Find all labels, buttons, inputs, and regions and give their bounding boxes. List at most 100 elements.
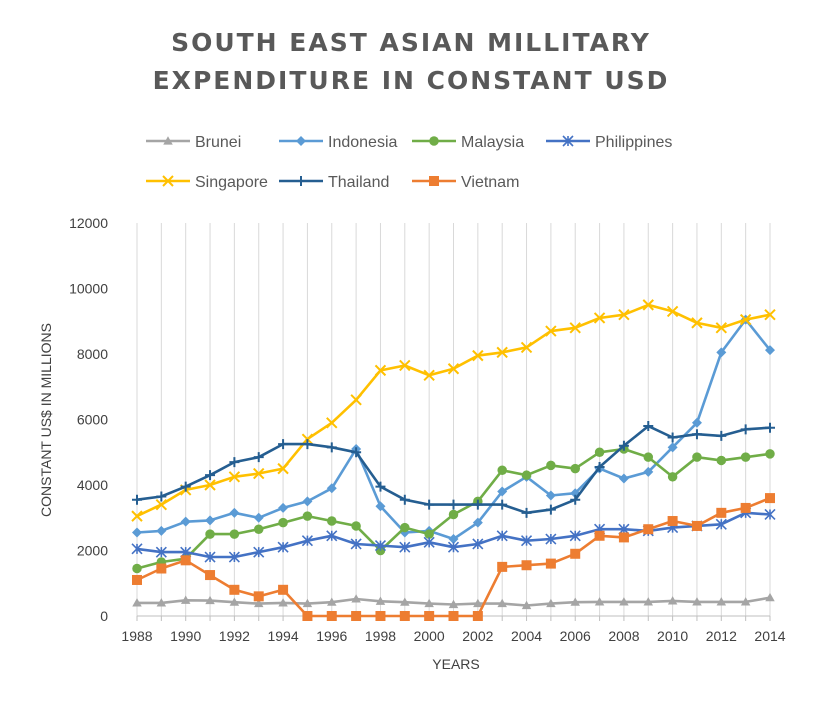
legend-marker-vietnam — [429, 176, 439, 186]
brunei-point-2010 — [667, 596, 678, 605]
vietnam-point-1998 — [375, 611, 386, 621]
singapore-point-2004 — [520, 341, 533, 354]
malaysia-point-1994 — [278, 517, 288, 528]
indonesia-point-2001 — [448, 534, 459, 545]
malaysia-point-2001 — [448, 509, 459, 520]
singapore-point-2001 — [447, 363, 460, 375]
x-tick-label: 1994 — [267, 628, 298, 644]
indonesia-point-2009 — [643, 466, 654, 477]
brunei-point-2008 — [619, 597, 629, 606]
legend-label-indonesia: Indonesia — [328, 134, 397, 151]
legend-marker-indonesia — [296, 136, 306, 146]
brunei-point-2014 — [765, 592, 775, 602]
y-tick-label: 4000 — [77, 477, 108, 493]
brunei-point-1988 — [132, 598, 142, 607]
indonesia-point-1988 — [132, 527, 142, 538]
vietnam-point-1999 — [399, 611, 410, 621]
vietnam-point-1989 — [156, 563, 167, 574]
thailand-point-2003 — [497, 499, 508, 510]
malaysia-point-2011 — [692, 452, 702, 462]
x-tick-label: 2002 — [462, 628, 493, 644]
thailand-point-1993 — [253, 452, 264, 463]
malaysia-point-2005 — [546, 460, 556, 471]
malaysia-point-1996 — [327, 516, 337, 526]
vietnam-point-2011 — [691, 520, 702, 531]
malaysia-point-1993 — [253, 524, 264, 534]
indonesia-point-1990 — [180, 516, 191, 527]
vietnam-point-2000 — [424, 611, 435, 621]
vietnam-point-2006 — [570, 548, 581, 559]
thailand-point-2009 — [643, 421, 654, 432]
indonesia-point-2003 — [497, 486, 508, 497]
brunei-point-1991 — [205, 595, 215, 605]
thailand-point-1999 — [399, 494, 410, 505]
singapore-point-2011 — [691, 317, 703, 329]
vietnam-point-2001 — [448, 611, 459, 621]
y-tick-label: 10000 — [69, 281, 108, 297]
indonesia-point-2014 — [765, 345, 775, 356]
vietnam-point-1995 — [302, 611, 313, 621]
malaysia-point-1992 — [229, 529, 240, 539]
axes: 0 2000 4000 6000 8000 10000 12000 1988 1990 1992 1… — [69, 215, 786, 644]
philippines-point-2006 — [569, 530, 581, 542]
brunei-point-1996 — [327, 597, 337, 606]
legend-item-philippines: Philippines — [546, 134, 672, 151]
legend-label-thailand: Thailand — [328, 174, 389, 191]
singapore-point-1999 — [399, 359, 411, 372]
indonesia-point-1992 — [229, 507, 240, 518]
chart-title-line-1: SOUTH EAST ASIAN MILLITARY — [171, 28, 651, 57]
thailand-point-2014 — [765, 422, 775, 433]
x-axis-title: YEARS — [432, 656, 479, 672]
philippines-point-1993 — [253, 546, 265, 558]
series-singapore — [131, 299, 776, 522]
philippines-point-1994 — [277, 541, 289, 553]
philippines-point-1999 — [399, 541, 411, 553]
philippines-point-2004 — [520, 535, 533, 547]
thailand-point-2002 — [472, 499, 483, 510]
legend-marker-malaysia — [429, 136, 439, 146]
legend-item-brunei: Brunei — [146, 134, 241, 151]
legend-marker-philippines — [562, 135, 574, 147]
x-tick-label: 2010 — [657, 628, 688, 644]
x-tick-label: 2008 — [608, 628, 639, 644]
indonesia-point-1993 — [253, 512, 264, 523]
brunei-point-2001 — [448, 599, 459, 609]
legend-item-singapore: Singapore — [146, 174, 268, 191]
malaysia-point-1991 — [205, 529, 215, 539]
malaysia-point-2007 — [594, 447, 605, 457]
x-tick-label: 1996 — [316, 628, 347, 644]
chart-legend: Brunei Indonesia Malaysia Philippines Singap… — [146, 134, 672, 191]
vietnam-point-2013 — [740, 502, 751, 513]
singapore-point-1988 — [131, 510, 143, 522]
indonesia-point-1991 — [205, 515, 216, 526]
singapore-point-2006 — [569, 322, 581, 334]
philippines-point-2014 — [764, 508, 776, 521]
malaysia-point-1997 — [351, 521, 361, 531]
legend-marker-brunei — [163, 136, 173, 145]
legend-marker-thailand — [296, 176, 306, 186]
vietnam-point-1992 — [229, 584, 240, 595]
brunei-point-1995 — [302, 598, 313, 608]
brunei-point-1993 — [253, 598, 264, 608]
indonesia-point-2005 — [545, 490, 556, 501]
x-tick-label: 2012 — [706, 628, 737, 644]
y-tick-label: 6000 — [77, 412, 108, 428]
series-malaysia — [132, 444, 775, 574]
brunei-point-2000 — [424, 598, 434, 608]
philippines-point-1997 — [350, 538, 362, 550]
y-tick-label: 12000 — [69, 215, 108, 231]
vietnam-point-1994 — [278, 584, 289, 595]
philippines-point-2003 — [496, 530, 508, 542]
vietnam-point-1990 — [180, 555, 191, 566]
brunei-point-1990 — [180, 595, 191, 604]
brunei-point-2004 — [521, 600, 532, 610]
vietnam-point-1991 — [205, 570, 216, 581]
malaysia-point-2014 — [765, 449, 775, 459]
singapore-point-1998 — [374, 364, 387, 377]
thailand-point-1989 — [156, 491, 167, 502]
series-lines — [131, 299, 776, 621]
thailand-point-2006 — [570, 494, 581, 505]
vietnam-point-2014 — [765, 493, 775, 504]
